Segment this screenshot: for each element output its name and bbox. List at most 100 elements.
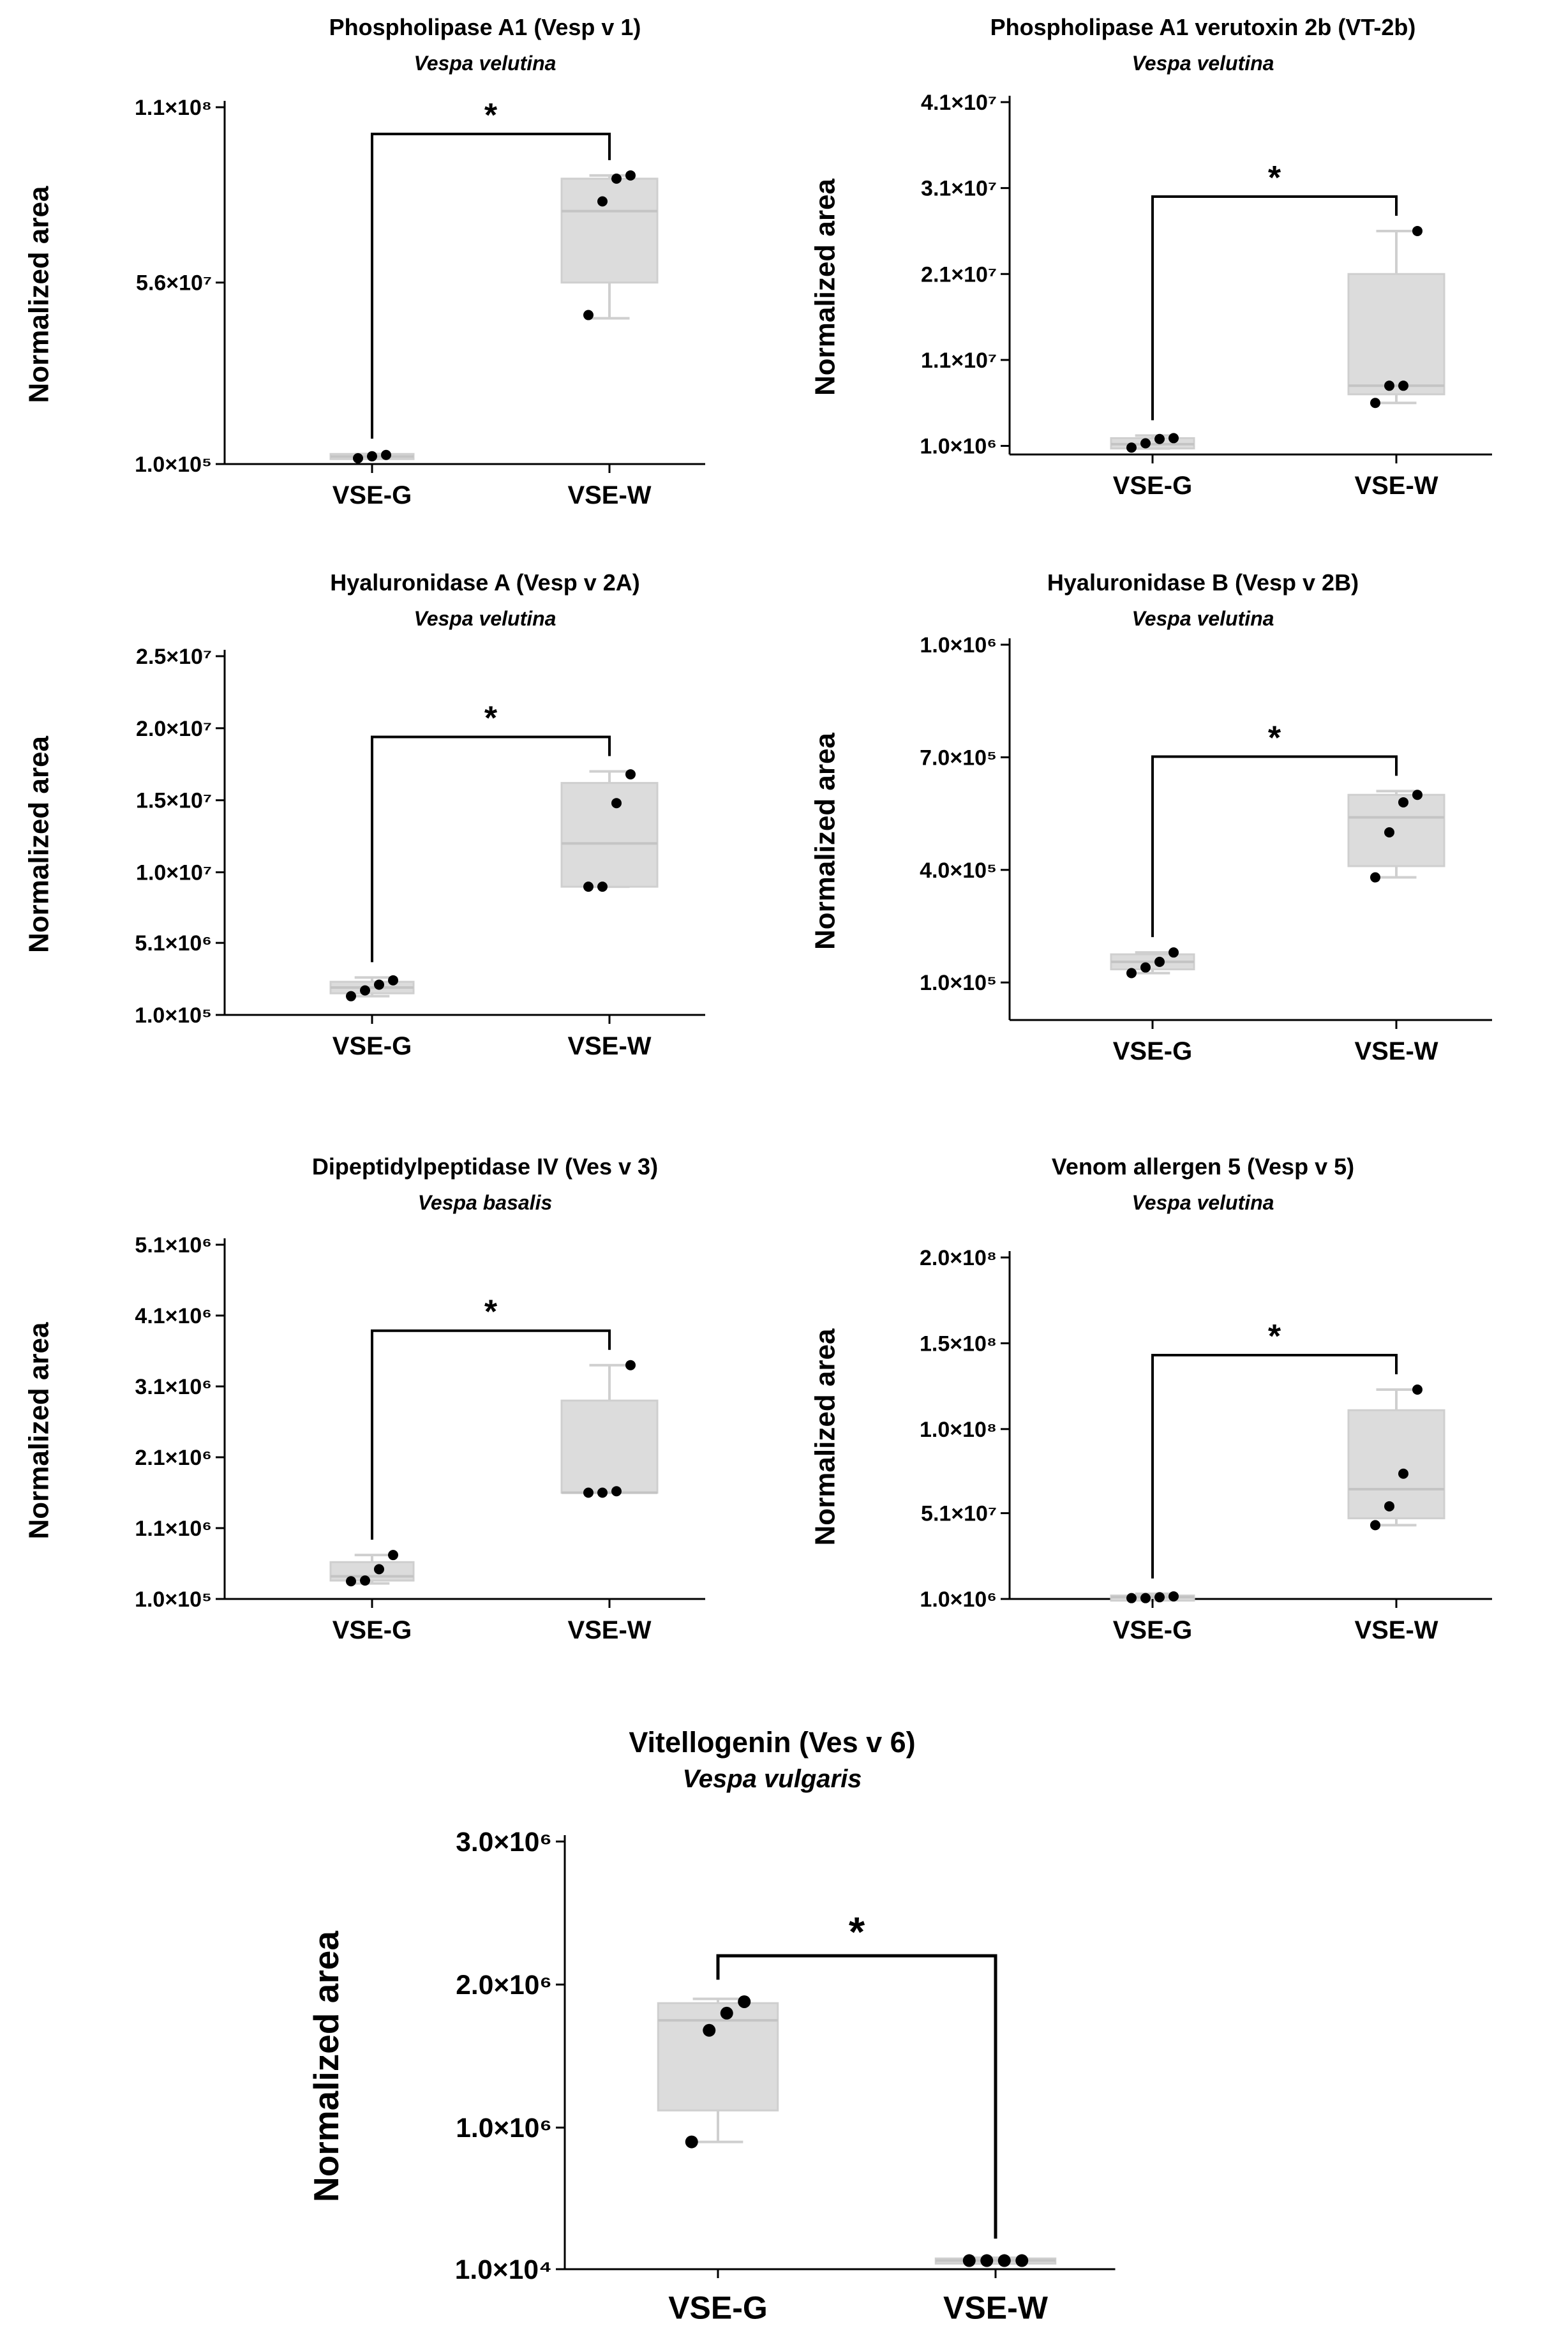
chart-panel-6: Venom allergen 5 (Vesp v 5) Vespa velutin… (810, 1153, 1492, 1644)
y-tick-label: 3.1×10⁷ (921, 177, 997, 201)
chart-subtitle: Vespa velutina (1132, 1191, 1274, 1214)
x-tick-label: VSE-G (1113, 472, 1192, 500)
chart-subtitle: Vespa velutina (414, 607, 556, 630)
data-point (1154, 1592, 1165, 1603)
x-tick-label: VSE-W (567, 1032, 651, 1060)
y-tick-label: 1.0×10⁷ (136, 861, 212, 885)
significance-bracket (716, 1954, 997, 2239)
group-vse-w: VSE-W (560, 1360, 659, 1644)
y-tick-label: 1.0×10⁶ (920, 1587, 997, 1612)
y-axis-label: Normalized area (306, 1931, 346, 2202)
data-point (625, 769, 636, 780)
group-vse-g: VSE-G (657, 1995, 779, 2326)
significance-star: * (484, 97, 498, 134)
chart-panel-4: Hyaluronidase B (Vesp v 2B) Vespa velutin… (810, 569, 1492, 1065)
data-point (997, 2254, 1011, 2267)
chart-title: Dipeptidylpeptidase IV (Ves v 3) (312, 1153, 658, 1180)
y-tick-label: 1.5×10⁷ (136, 789, 212, 813)
data-point (625, 170, 636, 181)
y-tick-label: 5.1×10⁶ (135, 931, 212, 956)
data-point (583, 882, 594, 892)
data-point (685, 2135, 698, 2149)
data-point (374, 1564, 384, 1575)
y-axis-label: Normalized area (24, 186, 55, 403)
y-tick-label: 1.0×10⁵ (135, 453, 212, 477)
y-tick-label: 5.1×10⁷ (921, 1502, 997, 1526)
significance-star: * (1268, 160, 1281, 197)
y-tick-label: 3.1×10⁶ (135, 1375, 212, 1399)
data-point (1169, 947, 1179, 958)
chart-panel-2: Phospholipase A1 verutoxin 2b (VT-2b) Ves… (810, 14, 1492, 500)
data-point (1370, 398, 1380, 409)
y-tick-label: 1.0×10⁸ (920, 1418, 997, 1442)
x-tick-label: VSE-G (1113, 1037, 1192, 1065)
y-tick-label: 3.0×10⁶ (456, 1827, 552, 1857)
data-point (1169, 433, 1179, 444)
group-vse-g: VSE-G (329, 449, 415, 509)
data-point (367, 451, 377, 461)
group-vse-w: VSE-W (1347, 1384, 1445, 1644)
y-tick-label: 4.1×10⁶ (135, 1304, 212, 1328)
data-point (583, 1487, 594, 1498)
chart-title: Vitellogenin (Ves v 6) (629, 1726, 915, 1759)
data-point (346, 1576, 356, 1587)
x-tick-label: VSE-G (332, 481, 412, 509)
data-point (583, 310, 594, 320)
box (560, 177, 659, 284)
x-tick-label: VSE-W (943, 2290, 1049, 2326)
x-tick-label: VSE-W (1354, 472, 1438, 500)
chart-subtitle: Vespa velutina (1132, 52, 1274, 75)
group-vse-g: VSE-G (329, 975, 415, 1060)
significance-star: * (484, 700, 498, 737)
group-vse-g: VSE-G (1110, 1591, 1195, 1644)
y-tick-label: 4.1×10⁷ (921, 91, 997, 115)
y-tick-label: 1.0×10⁵ (135, 1587, 212, 1612)
y-tick-label: 1.1×10⁶ (135, 1517, 212, 1541)
y-axis-label: Normalized area (24, 1322, 55, 1539)
chart-title: Hyaluronidase A (Vesp v 2A) (330, 569, 640, 596)
significance-star: * (484, 1294, 498, 1331)
data-point (1398, 1468, 1408, 1479)
y-axis-label: Normalized area (24, 736, 55, 953)
data-point (360, 985, 370, 996)
data-point (625, 1360, 636, 1370)
data-point (1140, 962, 1151, 973)
chart-title: Venom allergen 5 (Vesp v 5) (1052, 1153, 1354, 1180)
significance-bracket (1151, 1354, 1398, 1579)
y-tick-label: 2.0×10⁶ (456, 1970, 552, 2000)
y-tick-label: 1.1×10⁸ (135, 96, 212, 120)
data-point (597, 882, 608, 892)
y-tick-label: 1.0×10⁶ (456, 2113, 552, 2143)
data-point (1126, 1593, 1137, 1603)
data-point (597, 1487, 608, 1498)
data-point (374, 979, 384, 990)
data-point (360, 1575, 370, 1586)
box (329, 1561, 415, 1582)
data-point (1398, 797, 1408, 807)
significance-star: * (1268, 1318, 1281, 1355)
chart-subtitle: Vespa velutina (1132, 607, 1274, 630)
chart-title: Phospholipase A1 verutoxin 2b (VT-2b) (990, 14, 1416, 40)
y-tick-label: 2.0×10⁷ (136, 717, 212, 741)
box (1347, 1409, 1445, 1520)
y-tick-label: 2.1×10⁶ (135, 1446, 212, 1470)
group-vse-g: VSE-G (1110, 947, 1195, 1065)
data-point (1140, 438, 1151, 449)
box (1347, 273, 1445, 396)
y-tick-label: 7.0×10⁵ (920, 746, 997, 770)
group-vse-w: VSE-W (934, 2254, 1057, 2326)
y-tick-label: 1.0×10⁵ (920, 971, 997, 995)
group-vse-w: VSE-W (1347, 225, 1445, 500)
data-point (720, 2006, 733, 2020)
significance-star: * (1268, 719, 1281, 756)
chart-panel-1: Phospholipase A1 (Vesp v 1) Vespa velutin… (24, 14, 705, 509)
x-tick-label: VSE-W (567, 1616, 651, 1644)
significance-bracket (371, 1329, 611, 1540)
data-point (1384, 827, 1394, 837)
y-tick-label: 5.6×10⁷ (136, 271, 212, 296)
data-point (1126, 442, 1137, 453)
data-point (597, 196, 608, 207)
data-point (703, 2023, 716, 2037)
box (560, 1399, 659, 1494)
